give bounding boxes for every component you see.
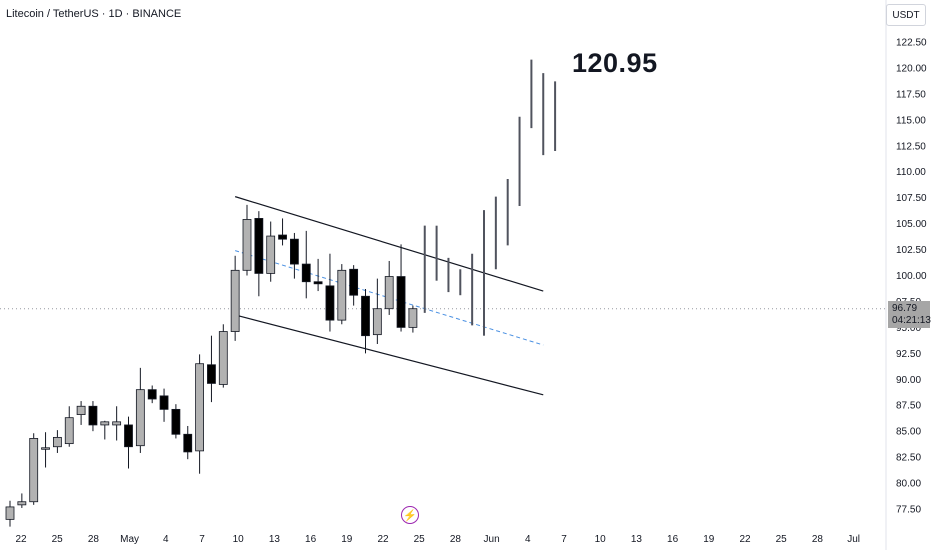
candle-body xyxy=(88,405,98,426)
candle-body xyxy=(100,421,110,426)
y-tick-label: 107.50 xyxy=(896,193,927,204)
y-tick-label: 117.50 xyxy=(896,89,926,100)
candle-body xyxy=(76,405,86,415)
x-tick-label: 7 xyxy=(561,534,567,545)
x-tick-label: 7 xyxy=(199,534,205,545)
candle-body xyxy=(349,268,359,296)
x-tick-label: 22 xyxy=(377,534,389,545)
tradingview-logo-icon[interactable]: ⚡ xyxy=(401,506,419,524)
candle-body xyxy=(124,424,133,448)
candle-body xyxy=(218,331,228,385)
x-tick-label: 28 xyxy=(88,534,100,545)
x-tick-label: 16 xyxy=(305,534,317,545)
x-tick-label: 10 xyxy=(233,534,245,545)
candle-body xyxy=(5,506,15,520)
y-tick-label: 100.00 xyxy=(896,271,927,282)
y-tick-label: 85.00 xyxy=(896,427,921,438)
candle-body xyxy=(171,408,181,435)
candle-body xyxy=(147,389,157,400)
x-tick-label: 16 xyxy=(667,534,679,545)
candle-body xyxy=(195,363,205,452)
x-tick-label: May xyxy=(120,534,139,545)
x-tick-label: 13 xyxy=(631,534,643,545)
x-tick-label: 22 xyxy=(739,534,751,545)
x-tick-label: 4 xyxy=(163,534,169,545)
candle-body xyxy=(41,447,50,450)
bar-countdown: 04:21:13 xyxy=(892,315,931,326)
candle-body xyxy=(183,433,193,453)
candle-body xyxy=(17,501,27,506)
candle-body xyxy=(254,218,264,274)
candle-body xyxy=(361,295,370,337)
current-price-value: 96.79 xyxy=(892,303,918,314)
channel-upper-line xyxy=(234,196,544,292)
y-tick-label: 82.50 xyxy=(896,453,921,464)
candle-body xyxy=(289,238,299,265)
y-tick-label: 120.00 xyxy=(896,63,927,74)
candle-body xyxy=(207,364,216,384)
candle-body xyxy=(278,234,287,240)
x-tick-label: 22 xyxy=(15,534,27,545)
candle-body xyxy=(372,308,382,336)
candle-body xyxy=(384,276,394,310)
x-tick-label: 25 xyxy=(414,534,426,545)
x-tick-label: Jul xyxy=(847,534,860,545)
candle-body xyxy=(408,308,418,328)
y-tick-label: 122.50 xyxy=(896,38,927,49)
x-tick-label: 28 xyxy=(812,534,824,545)
x-tick-label: 25 xyxy=(776,534,788,545)
y-tick-label: 90.00 xyxy=(896,375,921,386)
candle-body xyxy=(29,438,39,503)
y-tick-label: 115.00 xyxy=(896,115,926,126)
candle-body xyxy=(325,285,335,321)
candle-body xyxy=(242,219,252,271)
current-price-label: 96.79 04:21:13 xyxy=(888,301,931,328)
x-tick-label: 4 xyxy=(525,534,531,545)
candle-body xyxy=(337,269,347,321)
currency-button[interactable]: USDT xyxy=(886,4,926,26)
x-tick-label: 10 xyxy=(595,534,607,545)
candle-body xyxy=(396,276,406,328)
y-tick-label: 95.00 xyxy=(896,323,921,334)
candle-body xyxy=(159,395,169,410)
candle-body xyxy=(64,417,74,445)
y-tick-label: 87.50 xyxy=(896,401,921,412)
y-tick-label: 80.00 xyxy=(896,479,921,490)
y-tick-label: 92.50 xyxy=(896,349,921,360)
candle-body xyxy=(313,281,323,285)
x-tick-label: Jun xyxy=(484,534,500,545)
y-tick-label: 112.50 xyxy=(896,141,926,152)
x-tick-label: 25 xyxy=(52,534,64,545)
candle-body xyxy=(135,389,145,447)
x-tick-label: 13 xyxy=(269,534,281,545)
x-tick-label: 19 xyxy=(341,534,353,545)
candle-body xyxy=(112,421,122,426)
candle-body xyxy=(230,269,240,332)
symbol-title[interactable]: Litecoin / TetherUS · 1D · BINANCE xyxy=(6,8,182,20)
channel-lower-line xyxy=(234,314,544,396)
y-tick-label: 102.50 xyxy=(896,245,927,256)
candle-body xyxy=(266,235,276,274)
y-tick-label: 105.00 xyxy=(896,219,927,230)
candle-body xyxy=(301,263,311,283)
y-tick-label: 110.00 xyxy=(896,167,926,178)
target-price-annotation: 120.95 xyxy=(572,48,658,78)
y-tick-label: 77.50 xyxy=(896,505,921,516)
candle-body xyxy=(53,436,62,448)
x-tick-label: 28 xyxy=(450,534,462,545)
x-tick-label: 19 xyxy=(703,534,715,545)
